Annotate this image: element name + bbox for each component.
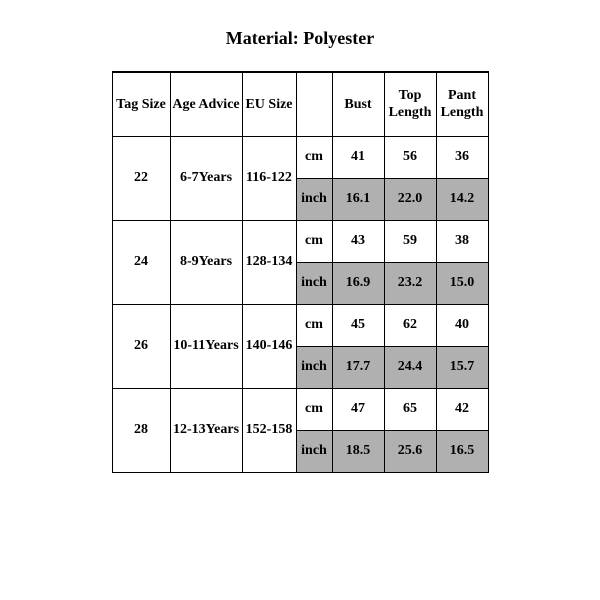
col-tag-size: Tag Size — [112, 72, 170, 136]
cell-pant-length: 15.7 — [436, 346, 488, 388]
col-age-advice: Age Advice — [170, 72, 242, 136]
cell-eu-size: 128-134 — [242, 220, 296, 304]
cell-top-length: 23.2 — [384, 262, 436, 304]
cell-bust: 45 — [332, 304, 384, 346]
cell-eu-size: 140-146 — [242, 304, 296, 388]
cell-bust: 16.9 — [332, 262, 384, 304]
cell-top-length: 25.6 — [384, 430, 436, 472]
cell-pant-length: 42 — [436, 388, 488, 430]
size-table: Tag Size Age Advice EU Size Bust Top Len… — [112, 71, 489, 473]
cell-unit-inch: inch — [296, 346, 332, 388]
table-row: 22 6-7Years 116-122 cm 41 56 36 — [112, 136, 488, 178]
cell-age-advice: 8-9Years — [170, 220, 242, 304]
cell-unit-cm: cm — [296, 136, 332, 178]
cell-tag-size: 22 — [112, 136, 170, 220]
cell-age-advice: 10-11Years — [170, 304, 242, 388]
cell-top-length: 56 — [384, 136, 436, 178]
cell-pant-length: 15.0 — [436, 262, 488, 304]
cell-pant-length: 40 — [436, 304, 488, 346]
cell-top-length: 24.4 — [384, 346, 436, 388]
cell-tag-size: 26 — [112, 304, 170, 388]
cell-top-length: 65 — [384, 388, 436, 430]
cell-pant-length: 36 — [436, 136, 488, 178]
cell-pant-length: 38 — [436, 220, 488, 262]
table-row: 26 10-11Years 140-146 cm 45 62 40 — [112, 304, 488, 346]
page: Material: Polyester Tag Size Age Advice … — [0, 0, 600, 600]
cell-bust: 43 — [332, 220, 384, 262]
col-eu-size: EU Size — [242, 72, 296, 136]
cell-unit-inch: inch — [296, 178, 332, 220]
cell-unit-cm: cm — [296, 220, 332, 262]
cell-top-length: 59 — [384, 220, 436, 262]
cell-unit-inch: inch — [296, 430, 332, 472]
cell-tag-size: 24 — [112, 220, 170, 304]
cell-top-length: 22.0 — [384, 178, 436, 220]
col-bust: Bust — [332, 72, 384, 136]
cell-unit-inch: inch — [296, 262, 332, 304]
col-unit — [296, 72, 332, 136]
cell-pant-length: 16.5 — [436, 430, 488, 472]
table-header-row: Tag Size Age Advice EU Size Bust Top Len… — [112, 72, 488, 136]
table-row: 24 8-9Years 128-134 cm 43 59 38 — [112, 220, 488, 262]
cell-unit-cm: cm — [296, 304, 332, 346]
cell-eu-size: 152-158 — [242, 388, 296, 472]
cell-pant-length: 14.2 — [436, 178, 488, 220]
cell-bust: 17.7 — [332, 346, 384, 388]
cell-bust: 47 — [332, 388, 384, 430]
cell-tag-size: 28 — [112, 388, 170, 472]
col-top-length: Top Length — [384, 72, 436, 136]
cell-unit-cm: cm — [296, 388, 332, 430]
table-row: 28 12-13Years 152-158 cm 47 65 42 — [112, 388, 488, 430]
cell-bust: 16.1 — [332, 178, 384, 220]
cell-bust: 18.5 — [332, 430, 384, 472]
cell-age-advice: 6-7Years — [170, 136, 242, 220]
cell-eu-size: 116-122 — [242, 136, 296, 220]
cell-top-length: 62 — [384, 304, 436, 346]
page-title: Material: Polyester — [0, 28, 600, 49]
cell-age-advice: 12-13Years — [170, 388, 242, 472]
col-pant-length: Pant Length — [436, 72, 488, 136]
cell-bust: 41 — [332, 136, 384, 178]
